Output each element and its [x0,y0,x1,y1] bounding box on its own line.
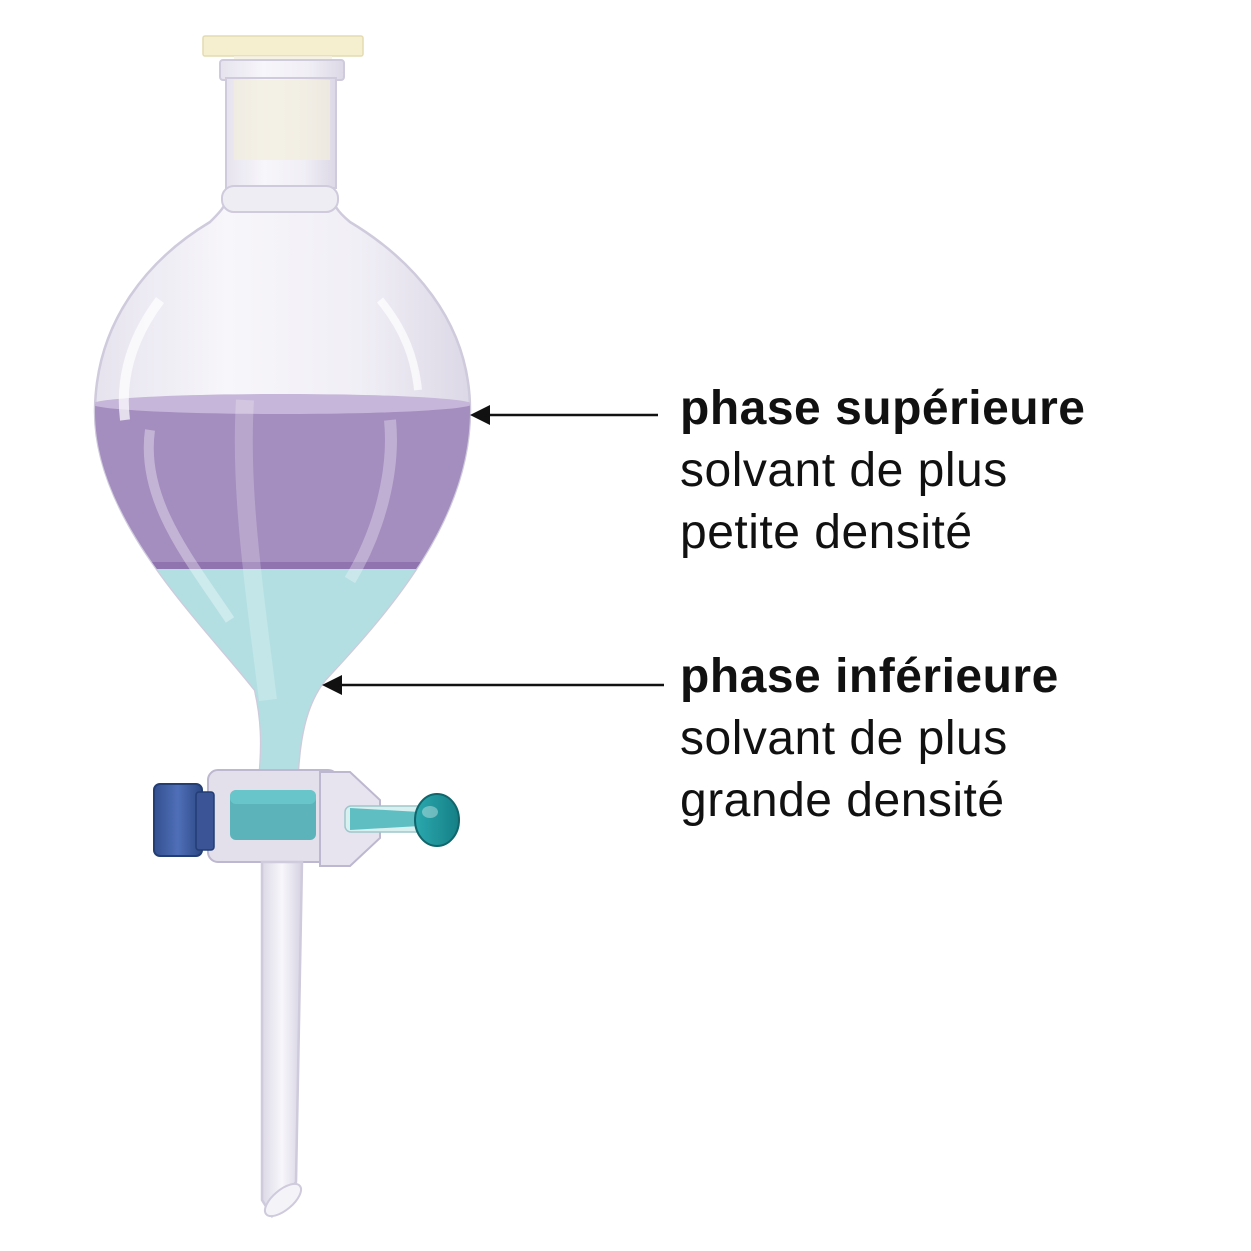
stopcock-key-handle [414,793,460,847]
drain-stem [260,860,304,1219]
arrow-upper-phase [470,405,658,425]
upper-phase-title: phase supérieure [680,382,1086,435]
upper-phase-liquid [94,404,470,566]
upper-phase-description-1: solvant de plus [680,444,1008,497]
lower-phase-label: phase inférieure solvant de plus grande … [680,646,1059,832]
lower-phase-description-2: grande densité [680,774,1005,827]
arrow-lower-phase [322,675,664,695]
upper-phase-label: phase supérieure solvant de plus petite … [680,378,1086,564]
stopper-top [202,35,364,57]
lower-phase-title: phase inférieure [680,650,1059,703]
stopcock-nut [153,783,203,857]
lower-phase-description-1: solvant de plus [680,712,1008,765]
upper-phase-description-2: petite densité [680,506,973,559]
lower-phase-liquid [94,566,470,770]
